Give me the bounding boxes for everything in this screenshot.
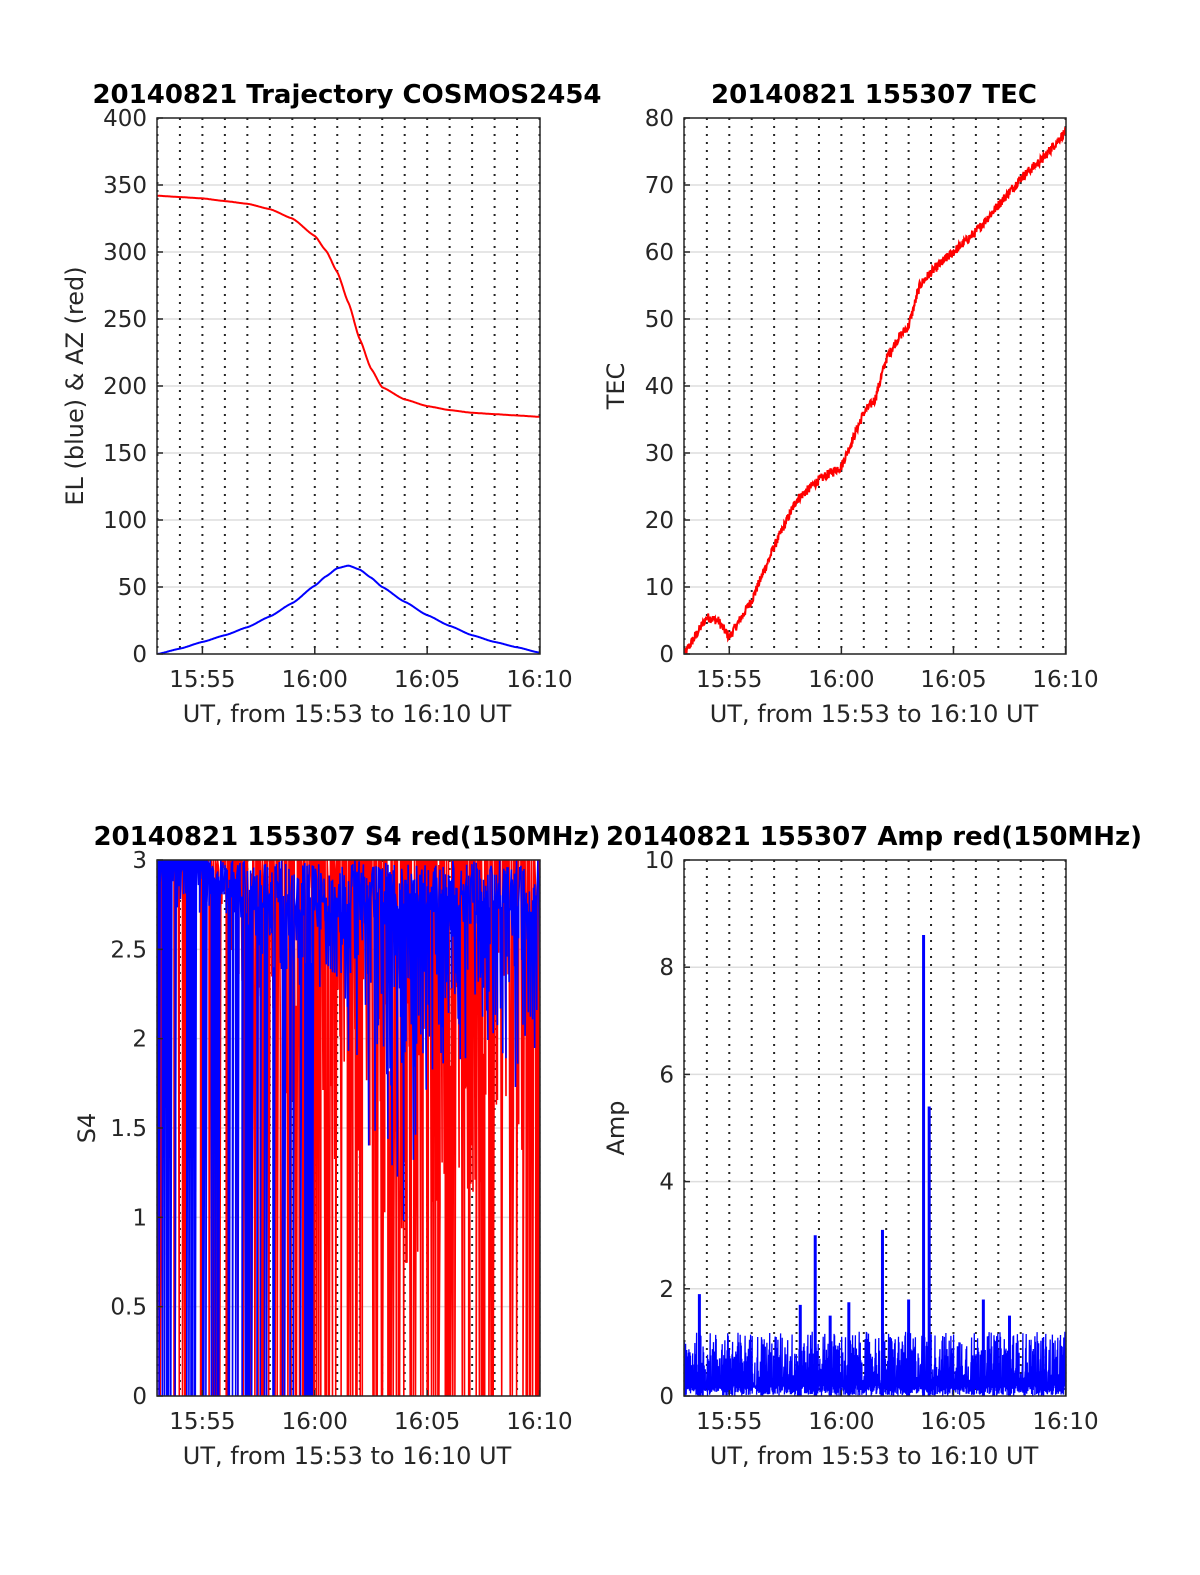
- s4-ytick-label: 2: [132, 1027, 147, 1053]
- amp-xlabel: UT, from 15:53 to 16:10 UT: [710, 1442, 1039, 1470]
- trajectory-ytick-label: 350: [103, 173, 147, 199]
- tec-ytick-label: 20: [645, 508, 674, 534]
- trajectory-xtick-label: 16:10: [506, 667, 572, 693]
- s4-xtick-label: 16:05: [394, 1409, 460, 1435]
- s4-plot-area: [157, 860, 540, 1396]
- amp-axes-box: [683, 859, 1067, 1397]
- trajectory-xtick-label: 16:05: [394, 667, 460, 693]
- tec-title: 20140821 155307 TEC: [711, 80, 1037, 110]
- tec-ytick-label: 30: [645, 441, 674, 467]
- s4-ytick-label: 2.5: [110, 937, 147, 963]
- s4-panel: 20140821 155307 S4 red(150MHz) UT, from …: [73, 822, 601, 1470]
- trajectory-ytick-label: 50: [118, 575, 147, 601]
- tec-ytick-label: 0: [659, 642, 674, 668]
- trajectory-panel: 20140821 Trajectory COSMOS2454 UT, from …: [61, 80, 602, 728]
- s4-ytick-label: 3: [132, 848, 147, 874]
- tec-panel: 20140821 155307 TEC UT, from 15:53 to 16…: [602, 80, 1099, 728]
- tec-xtick-label: 16:05: [920, 667, 986, 693]
- amp-ytick-label: 8: [659, 955, 674, 981]
- amp-xtick-label: 15:55: [696, 1409, 762, 1435]
- tec-ytick-label: 80: [645, 106, 674, 132]
- trajectory-ytick-label: 150: [103, 441, 147, 467]
- amp-ytick-label: 0: [659, 1384, 674, 1410]
- trajectory-xtick-label: 16:00: [282, 667, 348, 693]
- tec-ytick-label: 10: [645, 575, 674, 601]
- s4-series-blue: [157, 860, 540, 1396]
- s4-ytick-label: 0: [132, 1384, 147, 1410]
- amp-ylabel: Amp: [602, 1100, 630, 1155]
- amp-series-noise: [684, 1331, 1066, 1396]
- tec-xtick-label: 16:10: [1032, 667, 1098, 693]
- tec-ytick-label: 50: [645, 307, 674, 333]
- amp-ytick-label: 2: [659, 1277, 674, 1303]
- trajectory-ytick-label: 100: [103, 508, 147, 534]
- trajectory-ytick-label: 300: [103, 240, 147, 266]
- trajectory-xlabel: UT, from 15:53 to 16:10 UT: [183, 700, 512, 728]
- trajectory-ytick-label: 250: [103, 307, 147, 333]
- tec-xlabel: UT, from 15:53 to 16:10 UT: [710, 700, 1039, 728]
- tec-series-tec: [684, 126, 1066, 654]
- tec-ytick-label: 40: [645, 374, 674, 400]
- tec-xtick-label: 16:00: [808, 667, 874, 693]
- trajectory-title: 20140821 Trajectory COSMOS2454: [92, 80, 601, 110]
- s4-title: 20140821 155307 S4 red(150MHz): [93, 822, 600, 852]
- amp-xtick-label: 16:05: [920, 1409, 986, 1435]
- s4-ytick-label: 0.5: [110, 1295, 147, 1321]
- s4-xtick-label: 16:10: [506, 1409, 572, 1435]
- amp-panel: 20140821 155307 Amp red(150MHz) UT, from…: [602, 822, 1142, 1470]
- tec-plot-area: [684, 126, 1066, 654]
- amp-ytick-label: 4: [659, 1170, 674, 1196]
- amp-ytick-label: 6: [659, 1062, 674, 1088]
- amp-plot-area: [684, 935, 1066, 1396]
- tec-ytick-label: 60: [645, 240, 674, 266]
- trajectory-ytick-label: 200: [103, 374, 147, 400]
- amp-xtick-label: 16:00: [808, 1409, 874, 1435]
- s4-ytick-label: 1.5: [110, 1116, 147, 1142]
- trajectory-xtick-label: 15:55: [169, 667, 235, 693]
- s4-ylabel: S4: [73, 1113, 101, 1144]
- tec-xtick-label: 15:55: [696, 667, 762, 693]
- trajectory-plot-area: [157, 194, 540, 654]
- trajectory-series-el: [157, 564, 540, 654]
- s4-xlabel: UT, from 15:53 to 16:10 UT: [183, 1442, 512, 1470]
- s4-ytick-label: 1: [132, 1205, 147, 1231]
- trajectory-ytick-label: 0: [132, 642, 147, 668]
- s4-xtick-label: 16:00: [282, 1409, 348, 1435]
- trajectory-ylabel: EL (blue) & AZ (red): [61, 266, 89, 505]
- amp-ytick-label: 10: [645, 848, 674, 874]
- amp-title: 20140821 155307 Amp red(150MHz): [606, 822, 1142, 852]
- trajectory-ytick-label: 400: [103, 106, 147, 132]
- trajectory-series-az: [157, 194, 540, 418]
- s4-xtick-label: 15:55: [169, 1409, 235, 1435]
- amp-xtick-label: 16:10: [1032, 1409, 1098, 1435]
- tec-ylabel: TEC: [602, 363, 630, 411]
- tec-ytick-label: 70: [645, 173, 674, 199]
